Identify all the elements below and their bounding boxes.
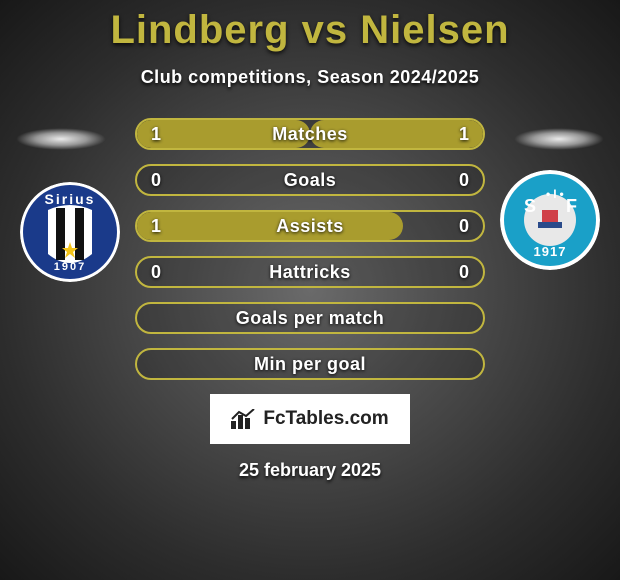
stat-label: Goals: [137, 170, 483, 191]
team-left-name: Sirius: [45, 191, 96, 207]
stat-label: Hattricks: [137, 262, 483, 283]
stat-label: Min per goal: [137, 354, 483, 375]
stat-row: 10Assists: [135, 210, 485, 242]
stat-row: 11Matches: [135, 118, 485, 150]
subtitle: Club competitions, Season 2024/2025: [0, 67, 620, 88]
svg-text:F: F: [566, 196, 580, 216]
crest-shadow-right: [514, 128, 604, 150]
stats-container: 11Matches 00Goals 10Assists 00Hattricks Goal…: [135, 118, 485, 380]
stat-row: Goals per match: [135, 302, 485, 334]
stat-label: Assists: [137, 216, 483, 237]
svg-text:S: S: [524, 196, 539, 216]
svg-text:•I•: •I•: [546, 187, 567, 201]
stat-row: Min per goal: [135, 348, 485, 380]
stat-row: 00Hattricks: [135, 256, 485, 288]
branding-text: FcTables.com: [263, 408, 388, 430]
branding-icon: [231, 409, 257, 429]
stat-row: 00Goals: [135, 164, 485, 196]
page-title: Lindberg vs Nielsen: [0, 0, 620, 53]
team-right-year: 1917: [534, 244, 567, 259]
crest-shadow-left: [16, 128, 106, 150]
stat-label: Goals per match: [137, 308, 483, 329]
branding-box: FcTables.com: [210, 394, 410, 444]
date-text: 25 february 2025: [0, 460, 620, 481]
team-right-crest: S F •I• 1917: [500, 170, 600, 270]
stat-label: Matches: [137, 124, 483, 145]
team-left-crest: Sirius 1907: [20, 182, 120, 282]
